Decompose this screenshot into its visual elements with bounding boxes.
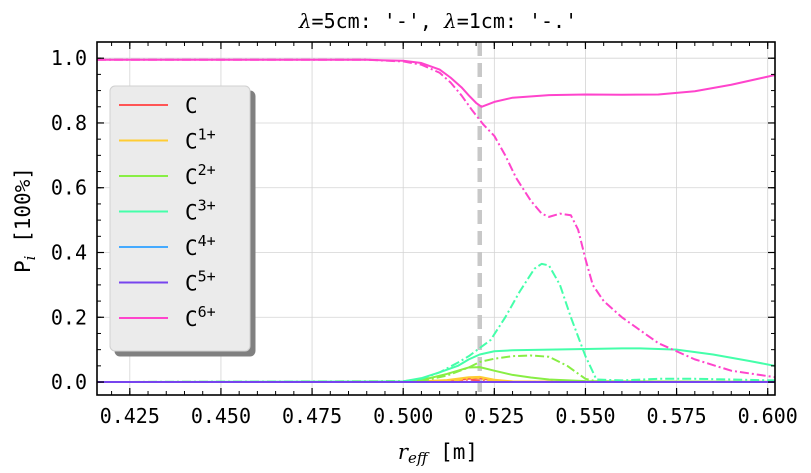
series-layer bbox=[97, 58, 775, 384]
title-value-1: 5cm: '-', bbox=[324, 9, 444, 33]
x-tick-label: 0.425 bbox=[100, 404, 160, 428]
legend-label-c-3plus: C3+ bbox=[185, 197, 216, 225]
x-tick-label: 0.575 bbox=[646, 404, 706, 428]
y-axis-label-group: Pi [100%] bbox=[11, 167, 39, 273]
legend-items: C C1+ C2+ C3+ C4+ C5+ C6+ bbox=[119, 94, 216, 331]
series-line-dashdot-c-3plus bbox=[97, 262, 775, 384]
y-tick-label: 0.6 bbox=[51, 176, 87, 200]
title-lambda-2: λ bbox=[443, 9, 457, 33]
axes bbox=[96, 41, 776, 396]
x-tick-label: 0.475 bbox=[282, 404, 342, 428]
series-line-dashdot-c-2plus bbox=[97, 354, 775, 384]
x-tick-label: 0.550 bbox=[555, 404, 615, 428]
legend-label-c-5plus: C5+ bbox=[185, 268, 216, 296]
series-line-solid-c-3plus bbox=[97, 347, 775, 384]
legend-label-c-6plus: C6+ bbox=[185, 303, 216, 331]
x-axis-label: reff [m] bbox=[398, 440, 478, 467]
chart-title: λ=5cm: '-', λ=1cm: '-.' bbox=[298, 9, 577, 33]
title-eq-1: = bbox=[312, 9, 324, 33]
y-axis-label: Pi [100%] bbox=[11, 167, 39, 273]
legend: C C1+ C2+ C3+ C4+ C5+ C6+ bbox=[109, 85, 251, 352]
y-tick-label: 0.2 bbox=[51, 305, 87, 329]
x-tick-label: 0.600 bbox=[738, 404, 798, 428]
y-axis-label-unit: [100%] bbox=[11, 167, 35, 256]
x-axis-label-base: r bbox=[398, 440, 410, 464]
ticks: 0.425 0.450 0.475 0.500 0.525 0.550 0.575 0.600… bbox=[51, 42, 798, 428]
legend-label-c-1plus: C1+ bbox=[185, 126, 216, 154]
y-axis-label-sub: i bbox=[21, 255, 39, 260]
series-line-dashdot-c-6plus bbox=[97, 58, 775, 379]
y-tick-label: 0.8 bbox=[51, 111, 87, 135]
y-tick-label: 0.4 bbox=[51, 241, 87, 265]
title-lambda-1: λ bbox=[298, 9, 312, 33]
legend-label-c-2plus: C2+ bbox=[185, 161, 216, 189]
y-axis-label-base: P bbox=[11, 260, 35, 273]
x-tick-label: 0.450 bbox=[191, 404, 251, 428]
y-tick-label: 1.0 bbox=[51, 46, 87, 70]
series-line-solid-c-6plus bbox=[97, 58, 775, 108]
title-eq-2: = bbox=[457, 9, 469, 33]
x-axis-label-unit: [m] bbox=[427, 440, 478, 464]
legend-label-c-4plus: C4+ bbox=[185, 232, 216, 260]
y-tick-label: 0.0 bbox=[51, 370, 87, 394]
legend-box bbox=[109, 85, 251, 352]
legend-label-c: C bbox=[185, 94, 198, 118]
x-axis-label-sub: eff bbox=[408, 449, 430, 467]
plot-frame bbox=[96, 41, 776, 396]
x-tick-label: 0.500 bbox=[373, 404, 433, 428]
x-tick-label: 0.525 bbox=[464, 404, 524, 428]
title-value-2: 1cm: '-.' bbox=[469, 9, 577, 33]
